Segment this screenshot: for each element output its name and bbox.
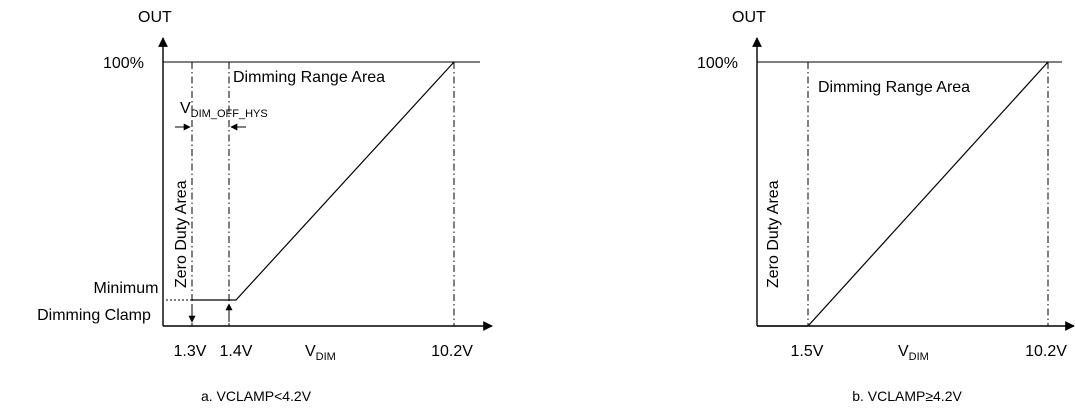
left-clamp-label-line2: Dimming Clamp (37, 307, 151, 324)
left-caption-prefix: a. V (201, 388, 227, 404)
left-hysteresis-sub: DIM_OFF_HYS (191, 108, 268, 120)
right-caption-sub: CLAMP (877, 388, 925, 404)
left-x-axis-main: V (305, 343, 316, 360)
left-x-axis-sub: DIM (316, 351, 336, 363)
left-x-tick-1p4: 1.4V (220, 343, 253, 360)
right-x-axis-label: VDIM (898, 343, 929, 363)
left-y-tick-100: 100% (103, 55, 144, 72)
left-dimming-region-label: Dimming Range Area (233, 69, 385, 86)
left-x-tick-1p3: 1.3V (174, 343, 207, 360)
right-x-tick-10p2: 10.2V (1025, 343, 1067, 360)
left-clamp-label-line1: Minimum (94, 280, 159, 297)
right-zero-region-label: Zero Duty Area (765, 180, 782, 288)
left-x-tick-10p2: 10.2V (431, 343, 473, 360)
right-caption: b. VCLAMP≥4.2V (852, 388, 962, 404)
left-caption-sub: CLAMP (226, 388, 274, 404)
left-y-axis-label: OUT (138, 9, 172, 26)
left-transfer-curve (192, 61, 455, 301)
left-caption: a. VCLAMP<4.2V (201, 388, 312, 404)
right-diagram: OUT 100% Dimming Range Area Zero Duty Ar… (697, 9, 1075, 404)
right-dimming-region-label: Dimming Range Area (818, 79, 970, 96)
right-y-tick-100: 100% (697, 55, 738, 72)
right-y-axis-label: OUT (732, 9, 766, 26)
right-x-tick-1p5: 1.5V (791, 343, 824, 360)
right-x-axis-main: V (898, 343, 909, 360)
left-diagram: OUT 100% Dimming Range Area VDIM_OFF_HYS… (37, 9, 493, 404)
right-transfer-curve (757, 61, 1049, 327)
right-x-axis-sub: DIM (909, 351, 929, 363)
left-x-axis-label: VDIM (305, 343, 336, 363)
right-caption-suffix: ≥4.2V (925, 388, 962, 404)
left-caption-suffix: <4.2V (274, 388, 312, 404)
left-hysteresis-label: VDIM_OFF_HYS (180, 100, 268, 120)
left-zero-region-label: Zero Duty Area (173, 180, 190, 288)
left-hysteresis-main: V (180, 100, 191, 117)
right-caption-prefix: b. V (852, 388, 878, 404)
